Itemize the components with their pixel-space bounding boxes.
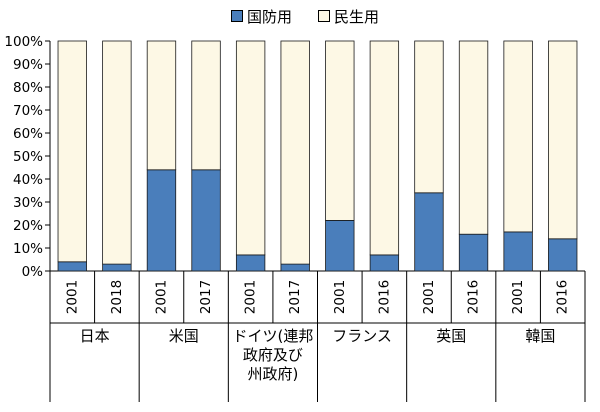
- x-year-label: 2016: [555, 280, 571, 314]
- bar-civil: [503, 40, 533, 233]
- label-layer: 0% 10% 20% 30% 40% 50% 60% 70% 80% 90% 100% 2001 201…: [4, 34, 570, 383]
- x-year-label: 2017: [287, 280, 303, 314]
- bar-civil: [458, 40, 489, 235]
- legend-swatch-defense: [231, 10, 243, 22]
- bar-defense: [414, 192, 444, 272]
- y-tick-label: 80%: [13, 80, 43, 96]
- bar-civil: [191, 40, 221, 171]
- legend-item-civil: 民生用: [318, 6, 379, 26]
- x-year-label: 2001: [64, 280, 80, 314]
- x-country-label: 政府及び: [243, 346, 303, 364]
- y-tick-label: 100%: [4, 34, 43, 50]
- bar-civil: [57, 40, 87, 263]
- bar-civil: [369, 40, 400, 256]
- x-year-label: 2001: [510, 280, 526, 314]
- bar-defense: [102, 263, 132, 272]
- bar-defense: [235, 254, 266, 272]
- bar-civil: [325, 40, 355, 221]
- legend-item-defense: 国防用: [231, 6, 292, 26]
- x-year-label: 2016: [466, 280, 482, 314]
- x-country-label: 英国: [436, 327, 466, 345]
- legend-label-civil: 民生用: [334, 7, 380, 26]
- bar-civil: [280, 40, 310, 265]
- y-tick-label: 60%: [13, 126, 43, 142]
- x-year-label: 2018: [109, 280, 125, 314]
- legend: 国防用 民生用: [0, 6, 600, 28]
- bar-defense: [548, 238, 578, 272]
- legend-swatch-civil: [318, 10, 330, 22]
- y-tick-label: 70%: [13, 103, 43, 119]
- x-year-label: 2001: [153, 280, 169, 314]
- bar-defense: [325, 219, 355, 272]
- x-country-label: 韓国: [525, 327, 555, 345]
- bar-civil: [414, 40, 444, 194]
- bar-defense: [146, 169, 177, 272]
- y-tick-label: 10%: [13, 241, 43, 257]
- y-tick-label: 90%: [13, 57, 43, 73]
- bar-defense: [57, 261, 87, 272]
- x-country-label: ドイツ(連邦: [232, 327, 313, 345]
- y-tick-label: 20%: [13, 218, 43, 234]
- y-tick-label: 50%: [13, 149, 43, 165]
- bar-defense: [369, 254, 400, 272]
- bar-defense: [503, 231, 533, 272]
- x-year-label: 2016: [376, 280, 392, 314]
- x-year-label: 2017: [198, 280, 214, 314]
- y-tick-label: 40%: [13, 172, 43, 188]
- bar-civil: [235, 40, 266, 256]
- bar-defense: [280, 263, 310, 272]
- x-year-label: 2001: [421, 280, 437, 314]
- x-year-label: 2001: [332, 280, 348, 314]
- x-year-label: 2001: [243, 280, 259, 314]
- bar-layer: [57, 40, 578, 272]
- bar-civil: [548, 40, 578, 240]
- x-country-label: フランス: [332, 327, 392, 345]
- x-country-label: 日本: [80, 327, 110, 345]
- bar-defense: [191, 169, 221, 272]
- x-country-label: 米国: [169, 327, 199, 345]
- axis-layer: [45, 40, 586, 402]
- bar-civil: [102, 40, 132, 265]
- legend-label-defense: 国防用: [247, 7, 293, 26]
- x-country-label: 州政府): [247, 365, 298, 383]
- y-tick-label: 30%: [13, 195, 43, 211]
- y-tick-label: 0%: [22, 264, 44, 280]
- bar-defense: [458, 233, 489, 272]
- bar-civil: [146, 40, 177, 171]
